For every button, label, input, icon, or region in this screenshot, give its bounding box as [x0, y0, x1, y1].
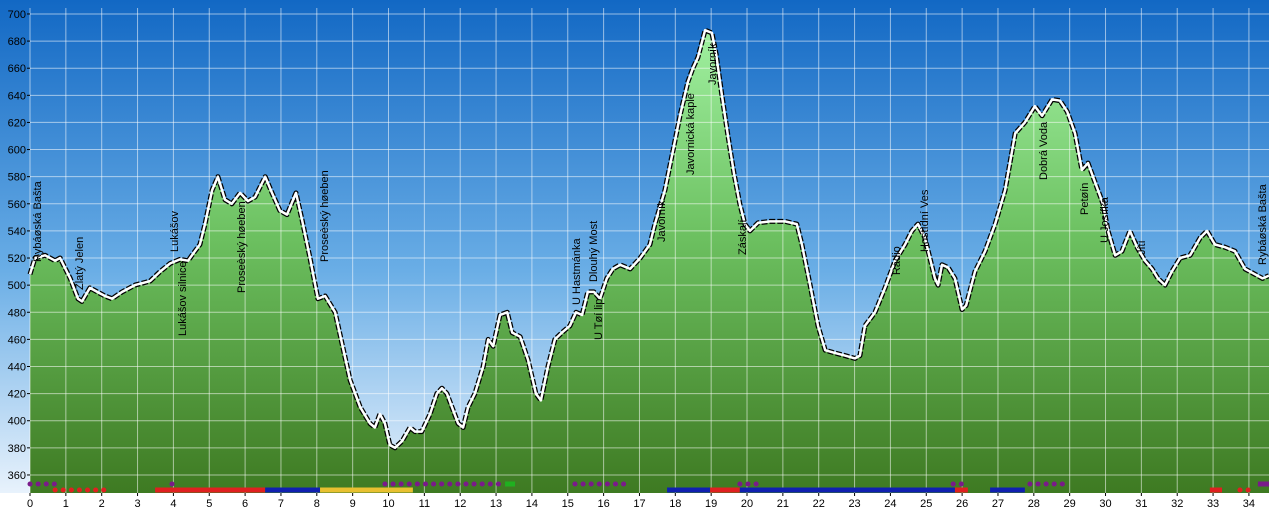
place-label: Javorník	[656, 200, 668, 242]
place-label: Rádio	[891, 246, 903, 275]
y-tick-label: 480	[8, 307, 26, 319]
place-label: Hostìdní Ves	[919, 189, 931, 252]
x-tick-label: 26	[956, 498, 968, 509]
place-label: Petøín	[1079, 183, 1091, 215]
x-tick-label: 2	[99, 498, 105, 509]
x-tick-label: 0	[27, 498, 33, 509]
y-tick-label: 580	[8, 172, 26, 184]
y-tick-label: 600	[8, 145, 26, 157]
x-axis-band	[0, 493, 1269, 509]
place-label: Záskalí	[737, 220, 749, 255]
y-tick-label: 400	[8, 416, 26, 428]
y-tick-label: 700	[8, 9, 26, 21]
y-tick-label: 380	[8, 443, 26, 455]
x-tick-label: 34	[1243, 498, 1255, 509]
y-tick-label: 460	[8, 334, 26, 346]
x-tick-label: 9	[350, 498, 356, 509]
y-tick-label: 660	[8, 63, 26, 75]
y-tick-label: 560	[8, 199, 26, 211]
x-tick-label: 28	[1028, 498, 1040, 509]
x-tick-label: 24	[884, 498, 896, 509]
place-label: Zlatý Jelen	[74, 237, 86, 290]
x-tick-label: 33	[1207, 498, 1219, 509]
place-label: Proseèský høeben	[236, 201, 248, 293]
place-label: Rybáøská Bašta	[1257, 183, 1269, 265]
y-tick-label: 540	[8, 226, 26, 238]
x-tick-label: 4	[170, 498, 176, 509]
x-tick-label: 8	[314, 498, 320, 509]
x-tick-label: 3	[134, 498, 140, 509]
x-tick-label: 31	[1135, 498, 1147, 509]
x-tick-label: 1	[63, 498, 69, 509]
x-tick-label: 16	[597, 498, 609, 509]
y-tick-label: 640	[8, 90, 26, 102]
y-tick-label: 520	[8, 253, 26, 265]
y-tick-label: 440	[8, 361, 26, 373]
x-tick-label: 11	[419, 498, 430, 509]
place-label: Lukášov	[169, 211, 181, 252]
x-tick-label: 20	[741, 498, 753, 509]
x-tick-label: 17	[633, 498, 645, 509]
x-tick-label: 32	[1171, 498, 1183, 509]
elevation-line	[28, 28, 1269, 450]
y-tick-label: 420	[8, 389, 26, 401]
x-tick-label: 6	[242, 498, 248, 509]
x-tick-label: 18	[669, 498, 681, 509]
x-tick-label: 15	[562, 498, 574, 509]
x-tick-label: 21	[777, 498, 789, 509]
place-label: U Hastmánka	[571, 237, 583, 305]
place-label: Rybáøská Bašta	[32, 180, 44, 262]
x-tick-label: 12	[454, 498, 466, 509]
x-tick-label: 25	[920, 498, 932, 509]
place-label: Javorník	[707, 43, 719, 85]
y-tick-label: 500	[8, 280, 26, 292]
place-label: U Tøí lip	[593, 299, 605, 340]
x-tick-label: 23	[848, 498, 860, 509]
x-tick-label: 10	[382, 498, 394, 509]
elevation-area	[30, 30, 1269, 493]
y-tick-label: 360	[8, 470, 26, 482]
x-tick-label: 30	[1099, 498, 1111, 509]
x-tick-label: 19	[705, 498, 717, 509]
x-tick-label: 14	[526, 498, 538, 509]
x-tick-label: 5	[206, 498, 212, 509]
place-label: U Josífka	[1099, 196, 1111, 243]
place-label: Javornická kaple	[685, 93, 697, 175]
place-label: Dobrá Voda	[1038, 121, 1050, 180]
x-tick-label: 22	[813, 498, 825, 509]
place-label: Proseèský høeben	[319, 170, 331, 262]
x-tick-label: 7	[278, 498, 284, 509]
y-tick-label: 620	[8, 117, 26, 129]
x-tick-label: 27	[992, 498, 1004, 509]
place-label: Lukášov silnice	[177, 261, 189, 336]
x-tick-label: 13	[490, 498, 502, 509]
y-tick-label: 680	[8, 36, 26, 48]
place-label: Dlouhý Most	[588, 221, 600, 282]
place-label: Jítì	[1136, 240, 1148, 255]
x-tick-label: 29	[1064, 498, 1076, 509]
